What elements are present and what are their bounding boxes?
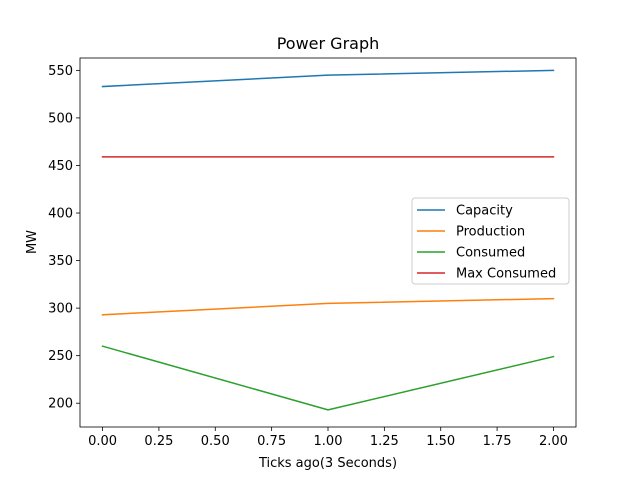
x-tick-label: 1.00 — [314, 434, 343, 449]
x-tick-label: 1.75 — [483, 434, 512, 449]
plot-area: 0.00 0.25 0.50 0.75 1.00 1.25 1.50 1.75 2.00 200 2… — [48, 57, 577, 449]
series-line-consumed — [101, 345, 555, 411]
x-tick-label: 1.25 — [370, 434, 399, 449]
series-line-capacity — [101, 69, 555, 88]
series-line-production — [101, 297, 555, 316]
y-tick-label: 550 — [48, 64, 73, 79]
y-tick-label: 300 — [48, 302, 73, 317]
y-tick-label: 450 — [48, 159, 73, 174]
y-tick-label: 250 — [48, 349, 73, 364]
y-axis-title: MW — [25, 230, 40, 254]
chart-title: Power Graph — [277, 34, 380, 53]
legend-box — [411, 197, 570, 285]
legend-label-capacity: Capacity — [456, 204, 513, 219]
legend-label-production: Production — [456, 225, 525, 240]
x-tick-label: 2.00 — [539, 434, 568, 449]
y-tick-label: 500 — [48, 111, 73, 126]
y-tick-label: 350 — [48, 254, 73, 269]
x-tick-label: 0.00 — [88, 434, 117, 449]
x-axis-title: Ticks ago(3 Seconds) — [258, 456, 397, 471]
x-tick-label: 1.50 — [426, 434, 455, 449]
y-tick-label: 200 — [48, 397, 73, 412]
y-tick-label: 400 — [48, 207, 73, 222]
legend-label-max-consumed: Max Consumed — [456, 267, 556, 282]
x-tick-label: 0.25 — [144, 434, 173, 449]
x-tick-label: 0.50 — [201, 434, 230, 449]
legend: Capacity Production Consumed Max Consumed — [411, 197, 570, 285]
x-tick-label: 0.75 — [257, 434, 286, 449]
legend-label-consumed: Consumed — [456, 246, 525, 261]
